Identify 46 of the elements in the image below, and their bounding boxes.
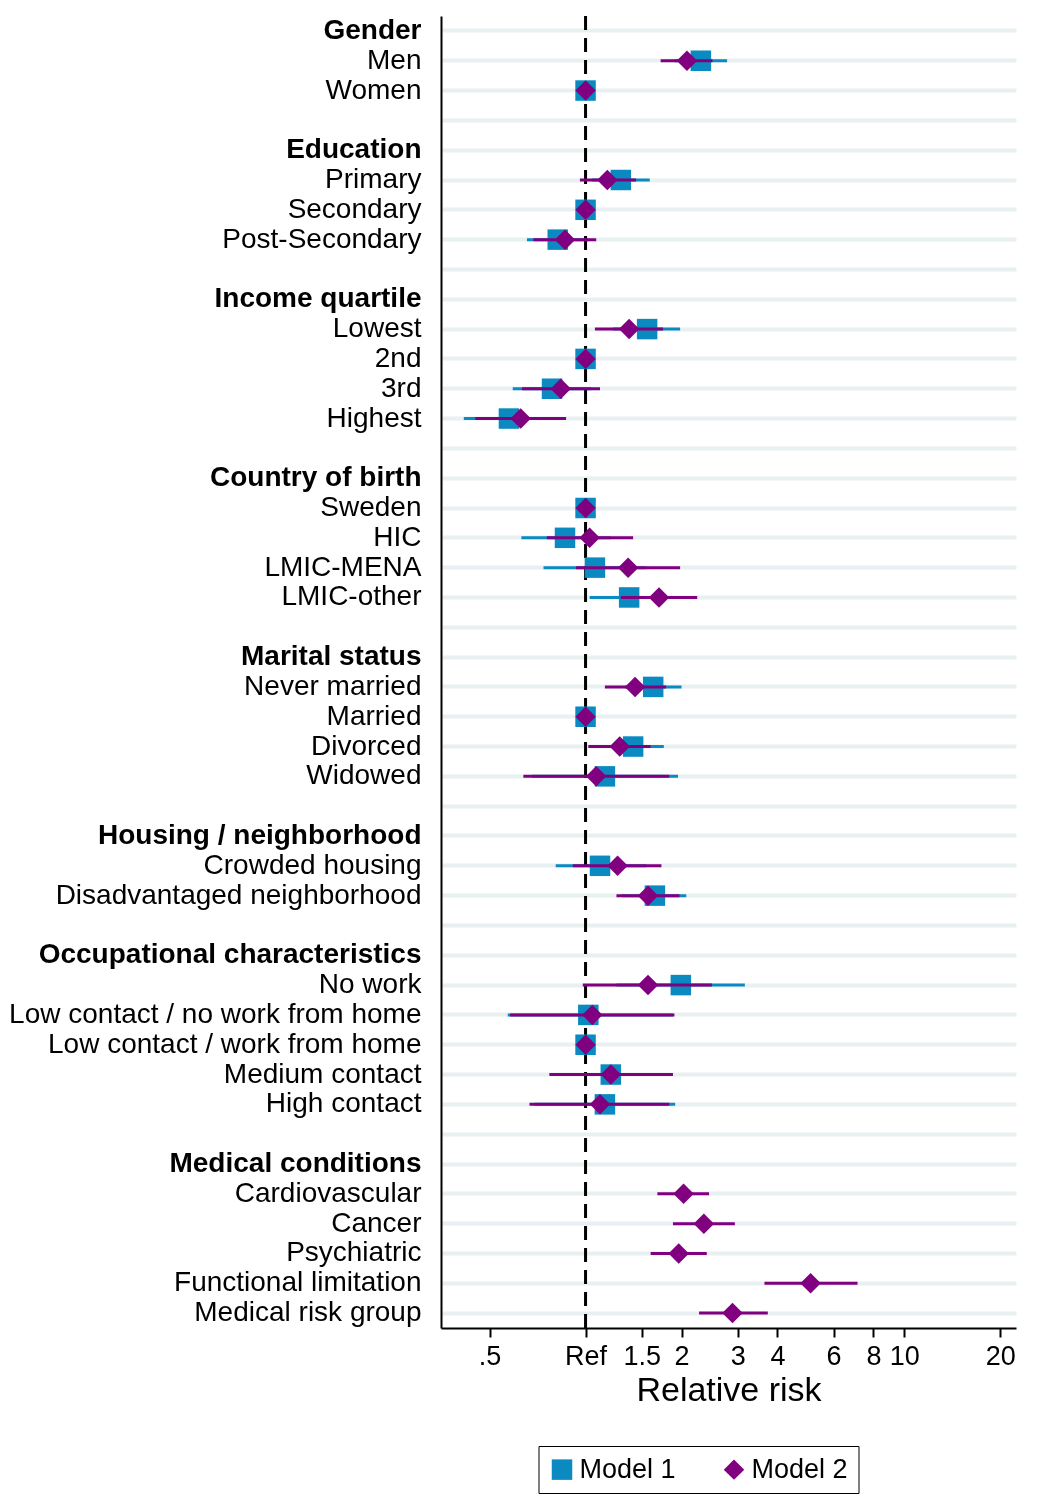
y-tick-label: Divorced bbox=[311, 729, 422, 761]
y-tick-label: High contact bbox=[265, 1087, 422, 1119]
y-tick-label: Highest bbox=[326, 401, 422, 433]
y-tick-label: Housing / neighborhood bbox=[97, 819, 422, 850]
y-tick-label: Lowest bbox=[332, 312, 422, 344]
x-tick-label: .5 bbox=[478, 1340, 502, 1371]
x-tick-label: 6 bbox=[826, 1340, 842, 1371]
y-tick-label: 2nd bbox=[374, 341, 422, 373]
y-tick-label: 3rd bbox=[381, 371, 422, 403]
y-tick-label: Medical risk group bbox=[194, 1296, 422, 1328]
x-tick-label: Ref bbox=[565, 1340, 608, 1371]
x-tick-label: 4 bbox=[770, 1340, 786, 1371]
y-tick-label: Primary bbox=[325, 163, 422, 194]
y-tick-label: Low contact / work from home bbox=[48, 1027, 422, 1059]
y-tick-label: Married bbox=[326, 699, 422, 731]
y-tick-label: Psychiatric bbox=[286, 1236, 422, 1268]
y-tick-label: Education bbox=[286, 133, 422, 165]
y-tick-label: Women bbox=[325, 73, 422, 105]
y-tick-label: Medical conditions bbox=[169, 1147, 422, 1178]
x-tick-label: 2 bbox=[674, 1340, 690, 1371]
y-tick-label: Marital status bbox=[241, 640, 422, 672]
legend-label: Model 2 bbox=[751, 1453, 848, 1484]
y-tick-label: LMIC-MENA bbox=[264, 550, 422, 582]
x-tick-label: 1.5 bbox=[623, 1340, 661, 1371]
y-tick-label: Functional limitation bbox=[174, 1266, 422, 1298]
y-tick-label: Cancer bbox=[331, 1206, 422, 1238]
y-tick-label: Income quartile bbox=[214, 282, 422, 314]
x-tick-label: 8 bbox=[866, 1340, 882, 1371]
y-tick-label: Gender bbox=[323, 13, 422, 45]
y-tick-label: Men bbox=[367, 43, 422, 75]
y-tick-label: LMIC-other bbox=[281, 580, 422, 612]
x-axis-title: Relative risk bbox=[636, 1369, 823, 1408]
y-tick-label: No work bbox=[318, 968, 423, 1000]
y-tick-label: Sweden bbox=[320, 491, 422, 522]
y-tick-label: Medium contact bbox=[223, 1057, 422, 1089]
y-tick-label: Cardiovascular bbox=[234, 1176, 422, 1208]
y-tick-label: Country of birth bbox=[209, 461, 422, 493]
y-tick-label: Widowed bbox=[306, 759, 422, 791]
x-tick-label: 3 bbox=[730, 1340, 746, 1371]
legend-label: Model 1 bbox=[579, 1453, 676, 1484]
x-tick-label: 20 bbox=[985, 1340, 1016, 1371]
y-tick-label: Low contact / no work from home bbox=[9, 997, 422, 1029]
x-tick-label: 10 bbox=[889, 1340, 920, 1371]
y-tick-label: HIC bbox=[373, 520, 422, 552]
y-tick-label: Occupational characteristics bbox=[38, 938, 422, 970]
y-tick-label: Never married bbox=[244, 669, 422, 701]
